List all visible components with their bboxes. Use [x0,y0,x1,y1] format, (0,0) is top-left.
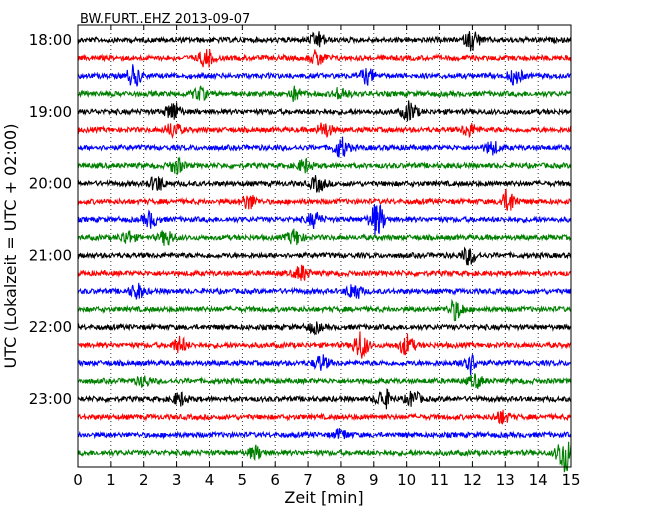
x-axis-title: Zeit [min] [284,488,363,507]
y-tick-label-2000: 20:00 [29,175,72,193]
trace-2245 [77,373,572,390]
y-tick-label-2300: 23:00 [29,390,72,408]
trace-1945 [77,156,572,176]
x-tick-label-6: 6 [270,471,280,489]
trace-2230 [77,353,572,376]
x-tick-label-11: 11 [430,471,449,489]
plot-frame [77,24,572,468]
x-tick-label-12: 12 [463,471,482,489]
trace-2015 [77,188,572,211]
trace-2045 [77,228,572,246]
chart-title: BW.FURT..EHZ 2013-09-07 [80,12,250,27]
y-tick-label-2100: 21:00 [29,246,72,264]
trace-2000 [77,175,572,193]
x-tick-label-10: 10 [397,471,416,489]
x-tick-label-14: 14 [529,471,548,489]
grid-lines [110,25,539,467]
trace-2300 [77,388,572,410]
y-tick-label-1900: 19:00 [29,103,72,121]
x-tick-label-9: 9 [369,471,379,489]
x-tick-label-15: 15 [561,471,580,489]
x-tick-label-3: 3 [172,471,182,489]
trace-2115 [77,264,572,281]
x-tick-label-8: 8 [336,471,346,489]
x-tick-label-13: 13 [496,471,515,489]
trace-1800 [77,31,572,52]
x-tick-label-2: 2 [139,471,149,489]
trace-2130 [77,282,572,300]
tick-marks [77,25,572,467]
x-tick-label-7: 7 [303,471,313,489]
y-tick-label-2200: 22:00 [29,318,72,336]
x-tick-label-5: 5 [238,471,248,489]
trace-1930 [77,136,572,158]
trace-2315 [77,409,572,425]
x-tick-label-1: 1 [106,471,116,489]
y-tick-label-1800: 18:00 [29,31,72,49]
trace-1830 [77,64,572,87]
trace-1815 [77,49,572,68]
trace-2145 [77,298,572,322]
x-tick-label-0: 0 [73,471,83,489]
trace-1900 [77,100,572,122]
trace-2330 [77,428,572,440]
y-axis-title: UTC (Lokalzeit = UTC + 02:00) [1,124,20,369]
trace-1915 [77,122,572,140]
trace-group [77,31,572,473]
trace-2215 [77,331,572,359]
trace-2345 [77,441,572,473]
trace-1845 [77,85,572,103]
tick-labels: 0 1 2 3 4 5 6 7 8 9 10 11 12 13 14 1518:0019:0020:0021:… [29,31,581,489]
x-tick-label-4: 4 [205,471,215,489]
trace-2030 [77,204,572,237]
trace-2200 [77,321,572,336]
trace-2100 [77,246,572,266]
